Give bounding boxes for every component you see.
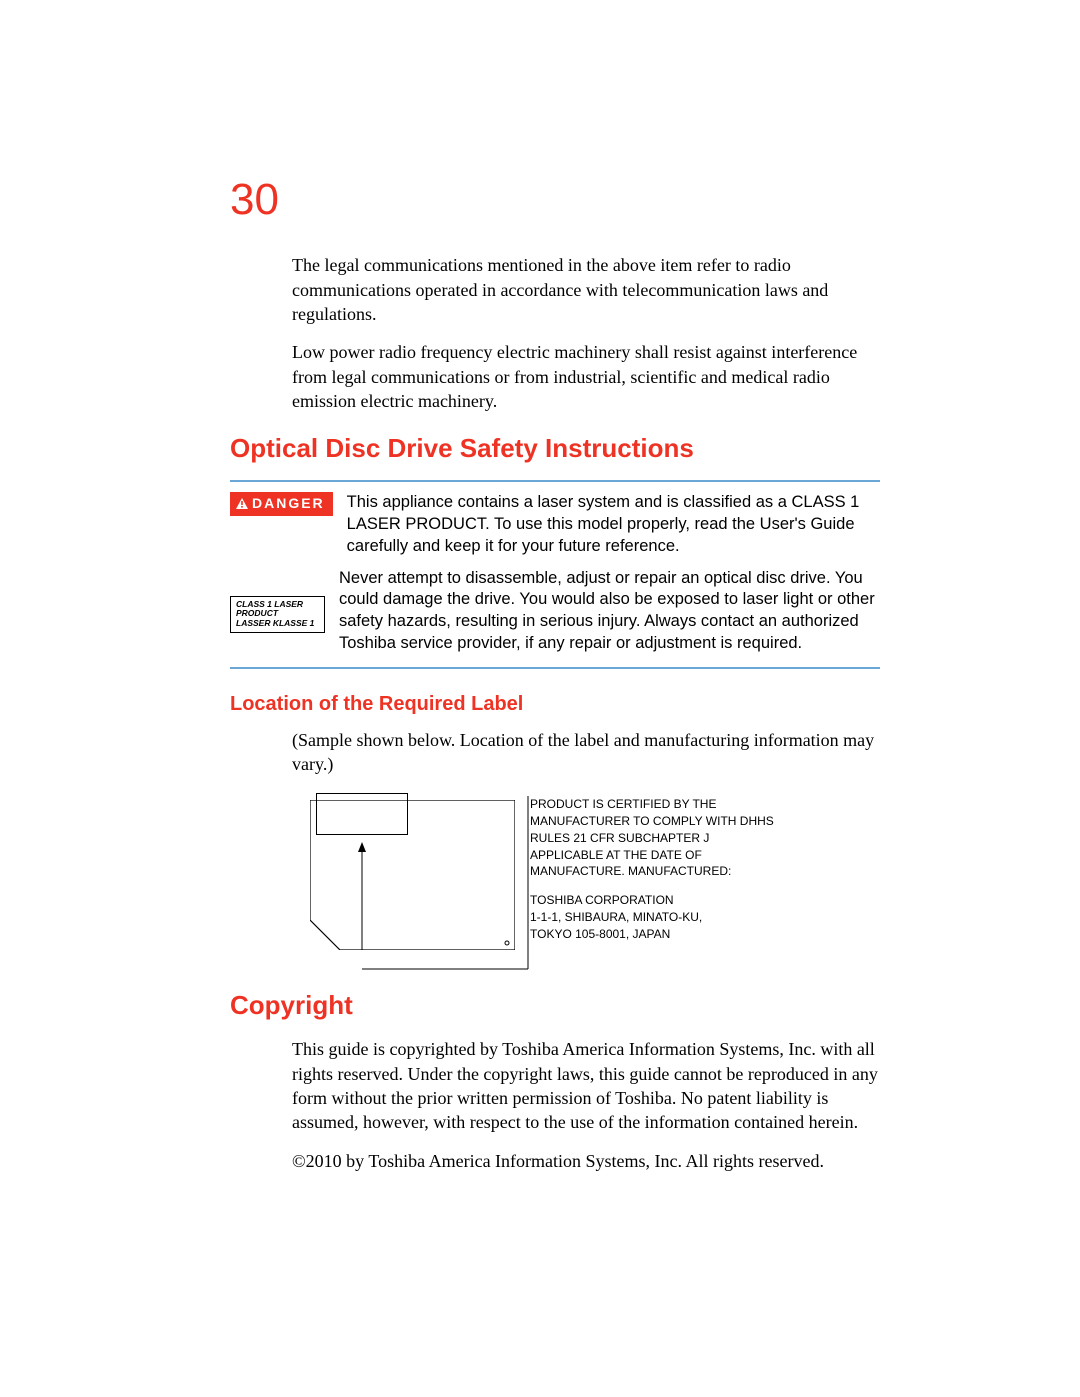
class1-line2: LASSER KLASSE 1 [236,619,319,629]
callout-paragraph-2: Never attempt to disassemble, adjust or … [339,568,880,655]
cert-block-2: TOSHIBA CORPORATION 1-1-1, SHIBAURA, MIN… [530,892,785,942]
callout-row-2: CLASS 1 LASER PRODUCT LASSER KLASSE 1 Ne… [230,568,880,655]
class1-line1: CLASS 1 LASER PRODUCT [236,600,319,620]
danger-label-text: DANGER [252,494,325,513]
page-number: 30 [230,170,880,229]
class-1-laser-label: CLASS 1 LASER PRODUCT LASSER KLASSE 1 [230,596,325,633]
heading-optical-disc-drive: Optical Disc Drive Safety Instructions [230,431,880,466]
label-lead-block: (Sample shown below. Location of the lab… [230,728,880,777]
danger-callout: DANGER This appliance contains a laser s… [230,480,880,668]
copyright-block: This guide is copyrighted by Toshiba Ame… [230,1037,880,1172]
certification-text: PRODUCT IS CERTIFIED BY THE MANUFACTURER… [530,796,785,942]
copyright-paragraph-1: This guide is copyrighted by Toshiba Ame… [292,1037,880,1134]
warning-triangle-icon [236,498,248,509]
intro-paragraph-2: Low power radio frequency electric machi… [292,340,880,413]
callout-row-1: DANGER This appliance contains a laser s… [230,492,880,557]
cert-block-1: PRODUCT IS CERTIFIED BY THE MANUFACTURER… [530,796,785,880]
heading-location-label: Location of the Required Label [230,691,880,718]
intro-block: The legal communications mentioned in th… [230,253,880,413]
callout-paragraph-1: This appliance contains a laser system a… [347,492,880,557]
intro-paragraph-1: The legal communications mentioned in th… [292,253,880,326]
document-page: 30 The legal communications mentioned in… [0,0,1080,1173]
copyright-paragraph-2: ©2010 by Toshiba America Information Sys… [292,1149,880,1173]
label-diagram: PRODUCT IS CERTIFIED BY THE MANUFACTURER… [310,790,880,970]
heading-copyright: Copyright [230,988,880,1023]
danger-badge: DANGER [230,492,333,516]
label-lead-text: (Sample shown below. Location of the lab… [292,728,880,777]
